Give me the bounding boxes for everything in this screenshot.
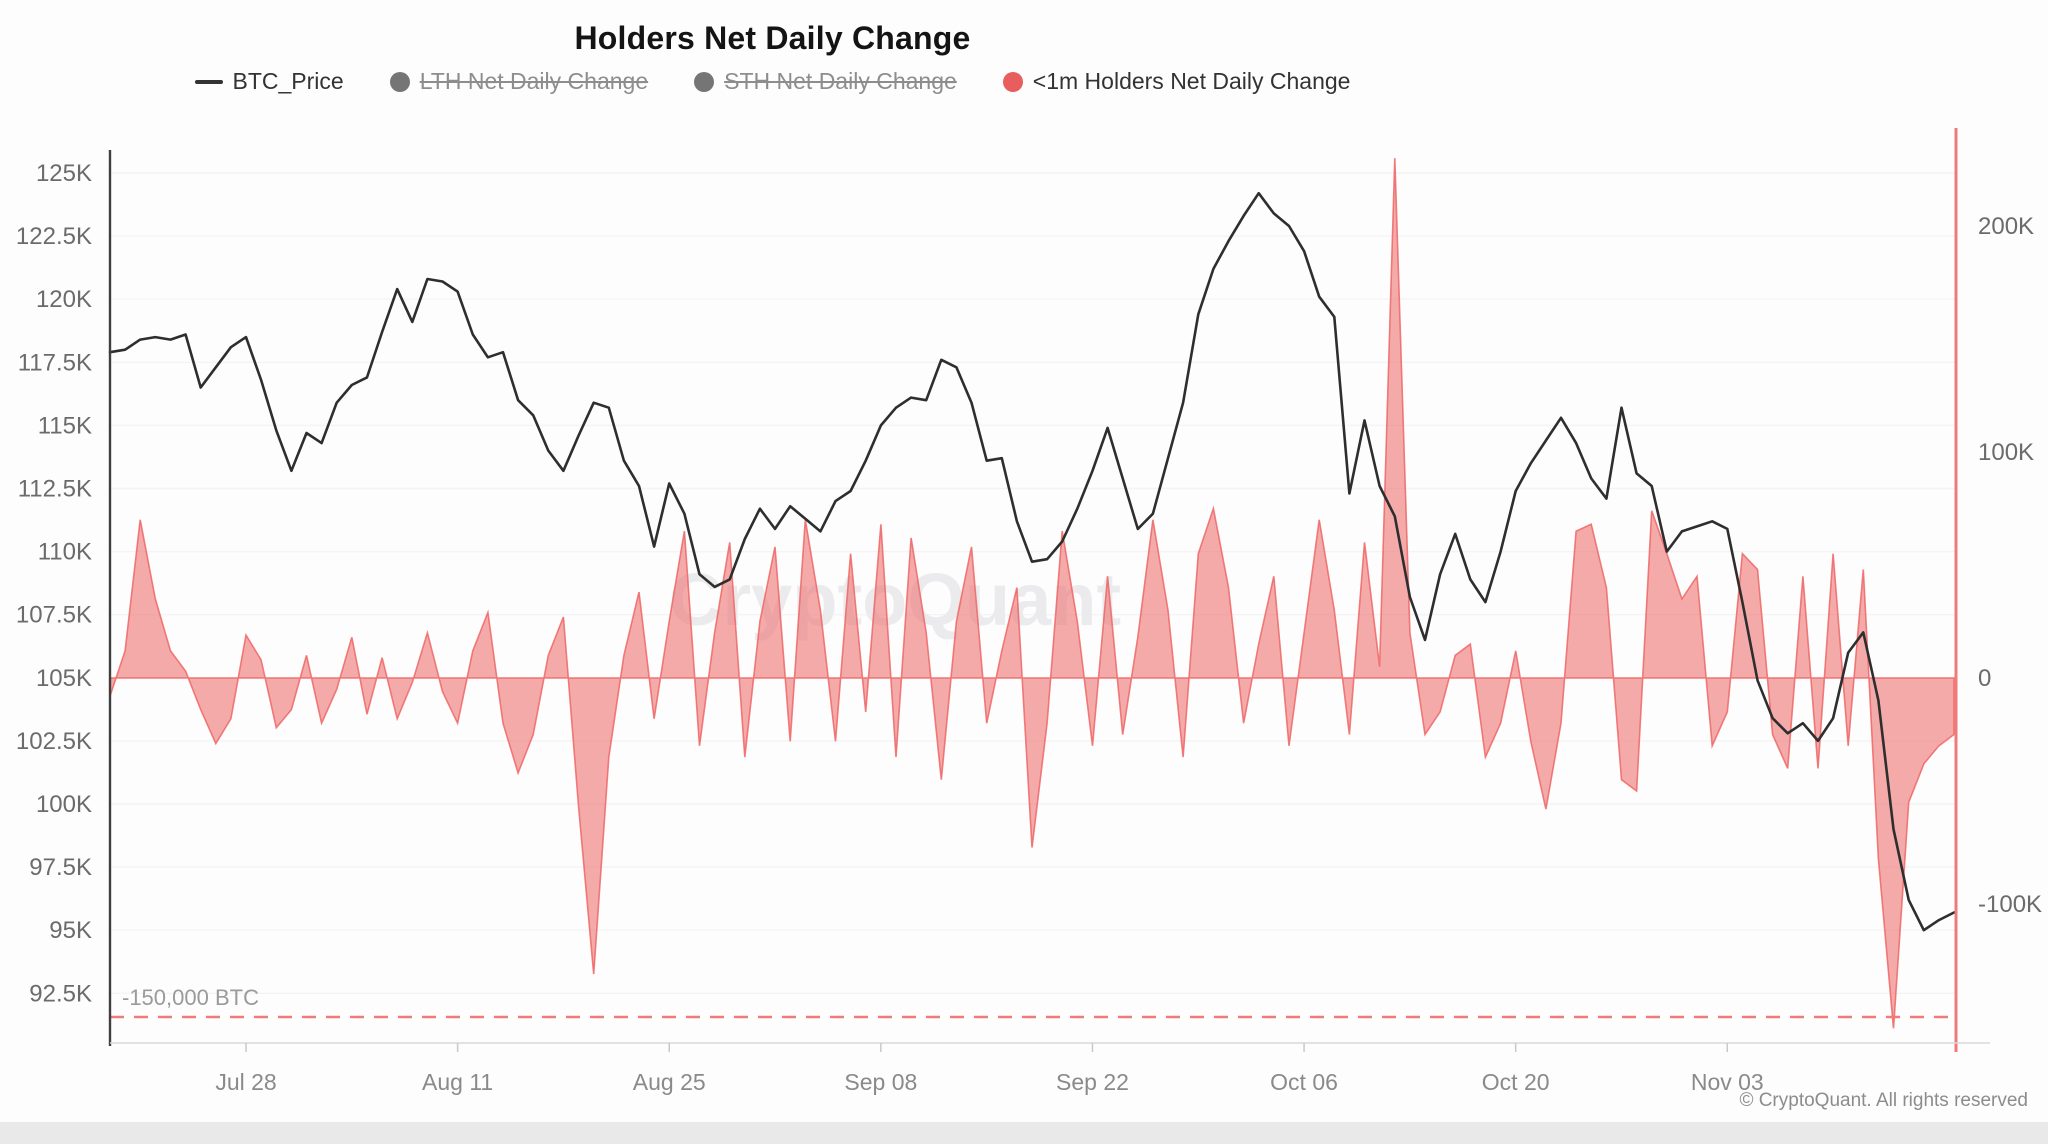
minus-150k-label: -150,000 BTC xyxy=(122,985,259,1010)
left-axis-tick: 122.5K xyxy=(16,223,92,250)
x-axis-tick: Oct 20 xyxy=(1482,1069,1550,1095)
right-axis-tick-labels: 200K 100K 0 -100K xyxy=(1978,213,2042,918)
x-axis-tick: Nov 03 xyxy=(1691,1069,1764,1095)
legend-circle-marker-icon xyxy=(389,71,410,92)
left-axis-tick: 115K xyxy=(38,412,92,439)
left-axis-tick: 102.5K xyxy=(16,728,92,755)
gridlines xyxy=(110,172,1956,994)
left-axis-tick: 107.5K xyxy=(16,602,92,629)
right-axis-tick: 100K xyxy=(1978,439,2034,466)
legend-item-label: <1m Holders Net Daily Change xyxy=(1032,68,1351,94)
left-axis-tick: 100K xyxy=(36,791,92,818)
right-axis-tick: -100K xyxy=(1978,891,2042,918)
right-axis-tick: 0 xyxy=(1978,665,1991,692)
legend: BTC_Price LTH Net Daily Change STH Net Dai… xyxy=(0,68,1545,95)
legend-item-3[interactable]: <1m Holders Net Daily Change xyxy=(1002,68,1351,95)
left-axis-tick: 112.5K xyxy=(18,476,92,503)
page-title: Holders Net Daily Change xyxy=(574,20,971,56)
legend-line-marker-icon xyxy=(194,79,223,84)
x-axis-tick: Aug 11 xyxy=(422,1069,493,1095)
left-axis-tick: 117.5K xyxy=(18,349,92,376)
x-axis-tick: Aug 25 xyxy=(633,1069,706,1095)
x-axis-tick-labels: Jul 28 Aug 11 Aug 25 Sep 08 Sep 22 Oct 06 Oct … xyxy=(215,1043,1764,1095)
bottom-strip xyxy=(0,1122,2048,1144)
x-axis-tick: Sep 08 xyxy=(844,1069,917,1095)
legend-item-label: STH Net Daily Change xyxy=(724,68,957,94)
left-axis-tick: 125K xyxy=(36,160,92,187)
left-axis-tick: 95K xyxy=(49,917,92,944)
legend-circle-marker-icon xyxy=(1002,71,1023,92)
left-axis-tick: 105K xyxy=(36,665,92,692)
cryptoquant-watermark: CryptoQuant xyxy=(669,558,1121,641)
holders-net-change-area xyxy=(109,158,1955,1029)
copyright-text: © CryptoQuant. All rights reserved xyxy=(1739,1090,2028,1111)
right-axis-tick: 200K xyxy=(1978,213,2034,240)
legend-item-label: BTC_Price xyxy=(232,68,344,94)
legend-item-1[interactable]: LTH Net Daily Change xyxy=(389,68,649,95)
left-axis-tick-labels: 125K 122.5K 120K 117.5K 115K 112.5K 110K 107.5K… xyxy=(16,160,92,1007)
legend-item-label: LTH Net Daily Change xyxy=(419,68,649,94)
btc-price-line xyxy=(108,191,1956,932)
left-axis-tick: 92.5K xyxy=(29,980,92,1007)
legend-circle-marker-icon xyxy=(694,71,715,92)
left-axis-tick: 120K xyxy=(36,286,92,313)
legend-item-2[interactable]: STH Net Daily Change xyxy=(694,68,957,95)
x-axis-tick: Sep 22 xyxy=(1056,1069,1129,1095)
x-axis-tick: Jul 28 xyxy=(215,1069,276,1095)
x-axis-tick: Oct 06 xyxy=(1270,1069,1338,1095)
left-axis-tick: 97.5K xyxy=(29,854,92,881)
left-axis-tick: 110K xyxy=(38,539,92,566)
legend-item-0[interactable]: BTC_Price xyxy=(194,68,344,95)
